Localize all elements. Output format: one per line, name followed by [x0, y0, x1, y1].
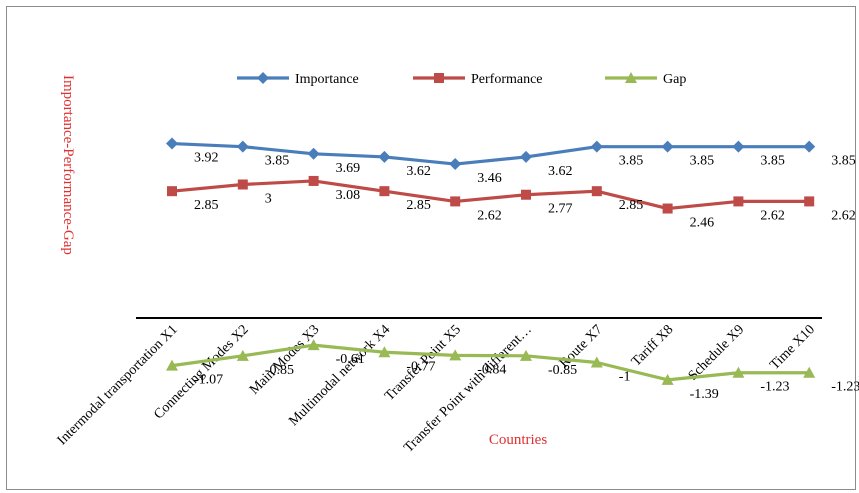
data-point-diamond — [378, 150, 391, 163]
data-point-square — [237, 179, 248, 190]
data-point-square — [434, 73, 444, 83]
data-point-square — [450, 196, 461, 207]
legend: Importance Performance Gap — [237, 72, 686, 87]
x-tick-label: Time X10 — [767, 322, 818, 373]
data-point-diamond — [661, 140, 674, 153]
data-label: -0.77 — [406, 359, 435, 374]
data-label: -1.39 — [690, 387, 719, 402]
legend-label: Performance — [471, 72, 543, 87]
data-point-triangle — [625, 72, 637, 83]
data-point-triangle — [803, 366, 816, 378]
y-axis-label: Importance-Performance-Gap — [60, 75, 76, 255]
chart-frame — [6, 6, 856, 490]
x-tick-label: Intermodal transportation X1 — [55, 322, 181, 448]
x-axis-label: Countries — [489, 432, 547, 448]
data-point-diamond — [257, 72, 269, 84]
data-label: 3.92 — [194, 151, 219, 166]
series-lines — [171, 141, 810, 382]
data-point-square — [591, 186, 602, 197]
data-point-diamond — [590, 140, 603, 153]
legend-label: Importance — [295, 72, 359, 87]
data-label: 2.77 — [548, 202, 573, 217]
data-point-square — [733, 196, 744, 207]
data-point-triangle — [590, 356, 603, 368]
data-point-diamond — [803, 140, 816, 153]
x-tick-label: Tariff X8 — [629, 322, 676, 369]
data-label: -1.23 — [760, 380, 789, 395]
data-point-diamond — [166, 137, 178, 150]
data-point-triangle — [449, 349, 462, 361]
data-point-square — [662, 203, 673, 214]
data-label: 2.62 — [831, 208, 856, 223]
data-label: 2.85 — [619, 198, 644, 213]
data-label: -1.23 — [831, 380, 859, 395]
data-labels: 3.92 3.85 3.69 3.62 3.46 3.62 3.85 3.85 3.85 3.85… — [194, 151, 859, 402]
data-label: -0.85 — [265, 363, 294, 378]
data-label: -0.61 — [336, 352, 365, 367]
series-markers — [166, 137, 816, 385]
series-line-importance — [171, 141, 810, 166]
data-label: 3.85 — [619, 154, 644, 169]
data-point-triangle — [236, 349, 249, 361]
data-label: 3.46 — [477, 171, 502, 186]
data-label: 3.85 — [690, 154, 715, 169]
data-label: 3.85 — [760, 154, 785, 169]
data-point-square — [521, 189, 531, 200]
data-point-diamond — [307, 147, 320, 160]
data-label: 2.62 — [760, 208, 785, 223]
data-point-triangle — [732, 366, 745, 378]
data-label: 3.85 — [831, 154, 856, 169]
data-point-square — [379, 186, 390, 197]
data-point-triangle — [378, 346, 391, 358]
data-label: 3.08 — [336, 188, 361, 203]
data-label: 3.85 — [265, 154, 290, 169]
data-label: 2.85 — [194, 198, 219, 213]
data-label: -1 — [619, 370, 631, 385]
data-label: 2.85 — [406, 198, 431, 213]
data-point-diamond — [520, 150, 532, 163]
legend-label: Gap — [663, 72, 686, 87]
data-point-square — [167, 186, 177, 197]
data-label: 3.62 — [548, 164, 573, 179]
data-point-triangle — [520, 349, 532, 361]
data-label: -0.85 — [548, 363, 577, 378]
data-label: 3.69 — [336, 161, 361, 176]
data-label: 2.46 — [690, 216, 715, 231]
data-label: 2.62 — [477, 208, 502, 223]
series-line-performance — [171, 179, 810, 211]
data-point-diamond — [732, 140, 745, 153]
data-point-diamond — [236, 140, 249, 153]
data-label: 3 — [265, 192, 272, 207]
x-tick-label: Main Modes X3 — [247, 322, 323, 398]
data-point-triangle — [661, 373, 674, 385]
series-line-gap — [171, 343, 810, 382]
data-point-triangle — [307, 339, 320, 351]
data-point-triangle — [166, 359, 178, 371]
data-point-square — [308, 175, 319, 186]
data-point-square — [804, 196, 815, 207]
data-label: 3.62 — [406, 164, 431, 179]
data-label: -1.07 — [194, 373, 223, 388]
data-point-diamond — [449, 158, 462, 171]
data-label: -0.84 — [477, 362, 506, 377]
